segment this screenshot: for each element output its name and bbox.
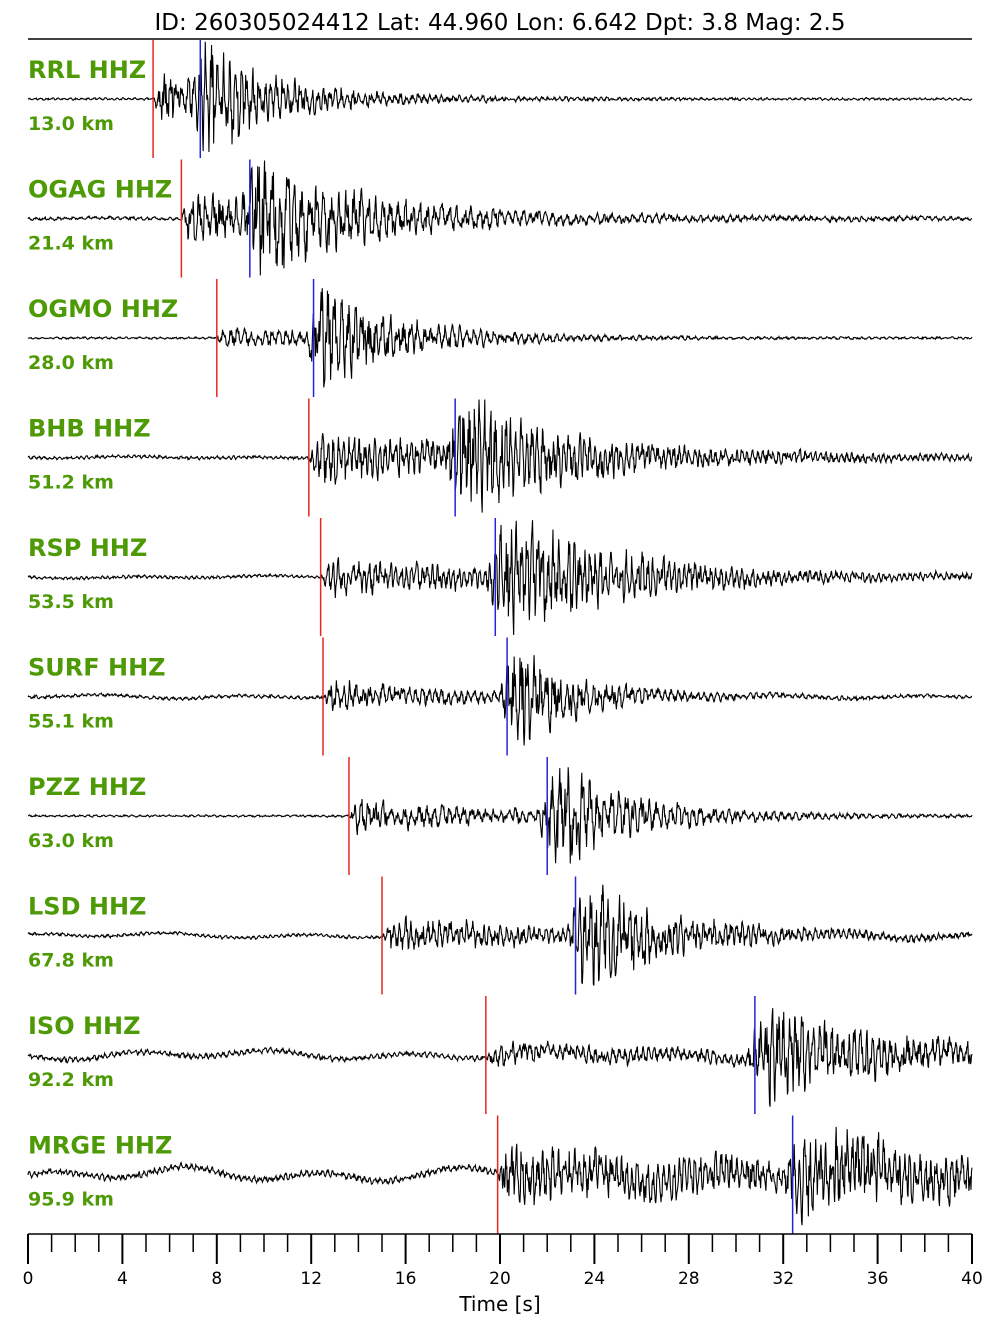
waveform-line — [27, 767, 973, 864]
station-label: RSP HHZ — [28, 534, 147, 562]
distance-label: 95.9 km — [28, 1189, 114, 1211]
station-label: RRL HHZ — [28, 56, 146, 84]
distance-label: 28.0 km — [28, 352, 114, 374]
distance-label: 63.0 km — [28, 830, 114, 852]
tick-label: 24 — [584, 1269, 606, 1289]
waveform-line — [27, 288, 973, 388]
waveform-line — [27, 41, 973, 153]
trace-rsp: RSP HHZ 53.5 km — [27, 518, 973, 636]
station-label: ISO HHZ — [28, 1012, 141, 1040]
station-label: PZZ HHZ — [28, 773, 146, 801]
tick-label: 4 — [117, 1269, 128, 1289]
tick-label: 8 — [211, 1269, 222, 1289]
tick-label: 12 — [300, 1269, 322, 1289]
tick-label: 32 — [772, 1269, 794, 1289]
station-label: OGAG HHZ — [28, 176, 172, 204]
trace-ogag: OGAG HHZ 21.4 km — [27, 159, 973, 278]
tick-label: 40 — [961, 1269, 983, 1289]
time-axis: 0 4 8 12 16 20 24 28 32 36 40 — [23, 1233, 983, 1289]
station-label: BHB HHZ — [28, 415, 151, 443]
waveform-line — [27, 884, 973, 986]
tick-label: 0 — [23, 1269, 34, 1289]
waveform-line — [27, 399, 973, 513]
trace-mrge: MRGE HHZ 95.9 km — [27, 1115, 973, 1234]
trace-iso: ISO HHZ 92.2 km — [27, 996, 973, 1114]
waveform-line — [27, 655, 973, 746]
trace-lsd: LSD HHZ 67.8 km — [27, 876, 973, 995]
trace-bhb: BHB HHZ 51.2 km — [27, 398, 973, 517]
distance-label: 21.4 km — [28, 233, 114, 255]
tick-label: 28 — [678, 1269, 700, 1289]
waveform-line — [27, 1126, 973, 1226]
distance-label: 55.1 km — [28, 711, 114, 733]
station-label: SURF HHZ — [28, 654, 166, 682]
distance-label: 13.0 km — [28, 113, 114, 135]
x-axis-label: Time [s] — [458, 1292, 540, 1316]
tick-label: 20 — [489, 1269, 511, 1289]
distance-label: 92.2 km — [28, 1069, 114, 1091]
figure-title: ID: 260305024412 Lat: 44.960 Lon: 6.642 … — [155, 10, 846, 36]
station-label: LSD HHZ — [28, 893, 146, 921]
trace-rrl: RRL HHZ 13.0 km — [27, 40, 973, 158]
trace-pzz: PZZ HHZ 63.0 km — [27, 757, 973, 875]
station-label: MRGE HHZ — [28, 1132, 172, 1160]
tick-label: 16 — [395, 1269, 417, 1289]
distance-label: 67.8 km — [28, 950, 114, 972]
distance-label: 51.2 km — [28, 472, 114, 494]
station-label: OGMO HHZ — [28, 295, 178, 323]
traces-layer: RRL HHZ 13.0 km OGAG HHZ 21.4 km OGMO HHZ 28.… — [27, 40, 973, 1234]
tick-label: 36 — [867, 1269, 889, 1289]
trace-ogmo: OGMO HHZ 28.0 km — [27, 279, 973, 397]
distance-label: 53.5 km — [28, 591, 114, 613]
waveform-line — [27, 160, 973, 276]
waveform-line — [27, 1008, 973, 1107]
trace-surf: SURF HHZ 55.1 km — [27, 637, 973, 756]
waveform-line — [27, 520, 973, 636]
